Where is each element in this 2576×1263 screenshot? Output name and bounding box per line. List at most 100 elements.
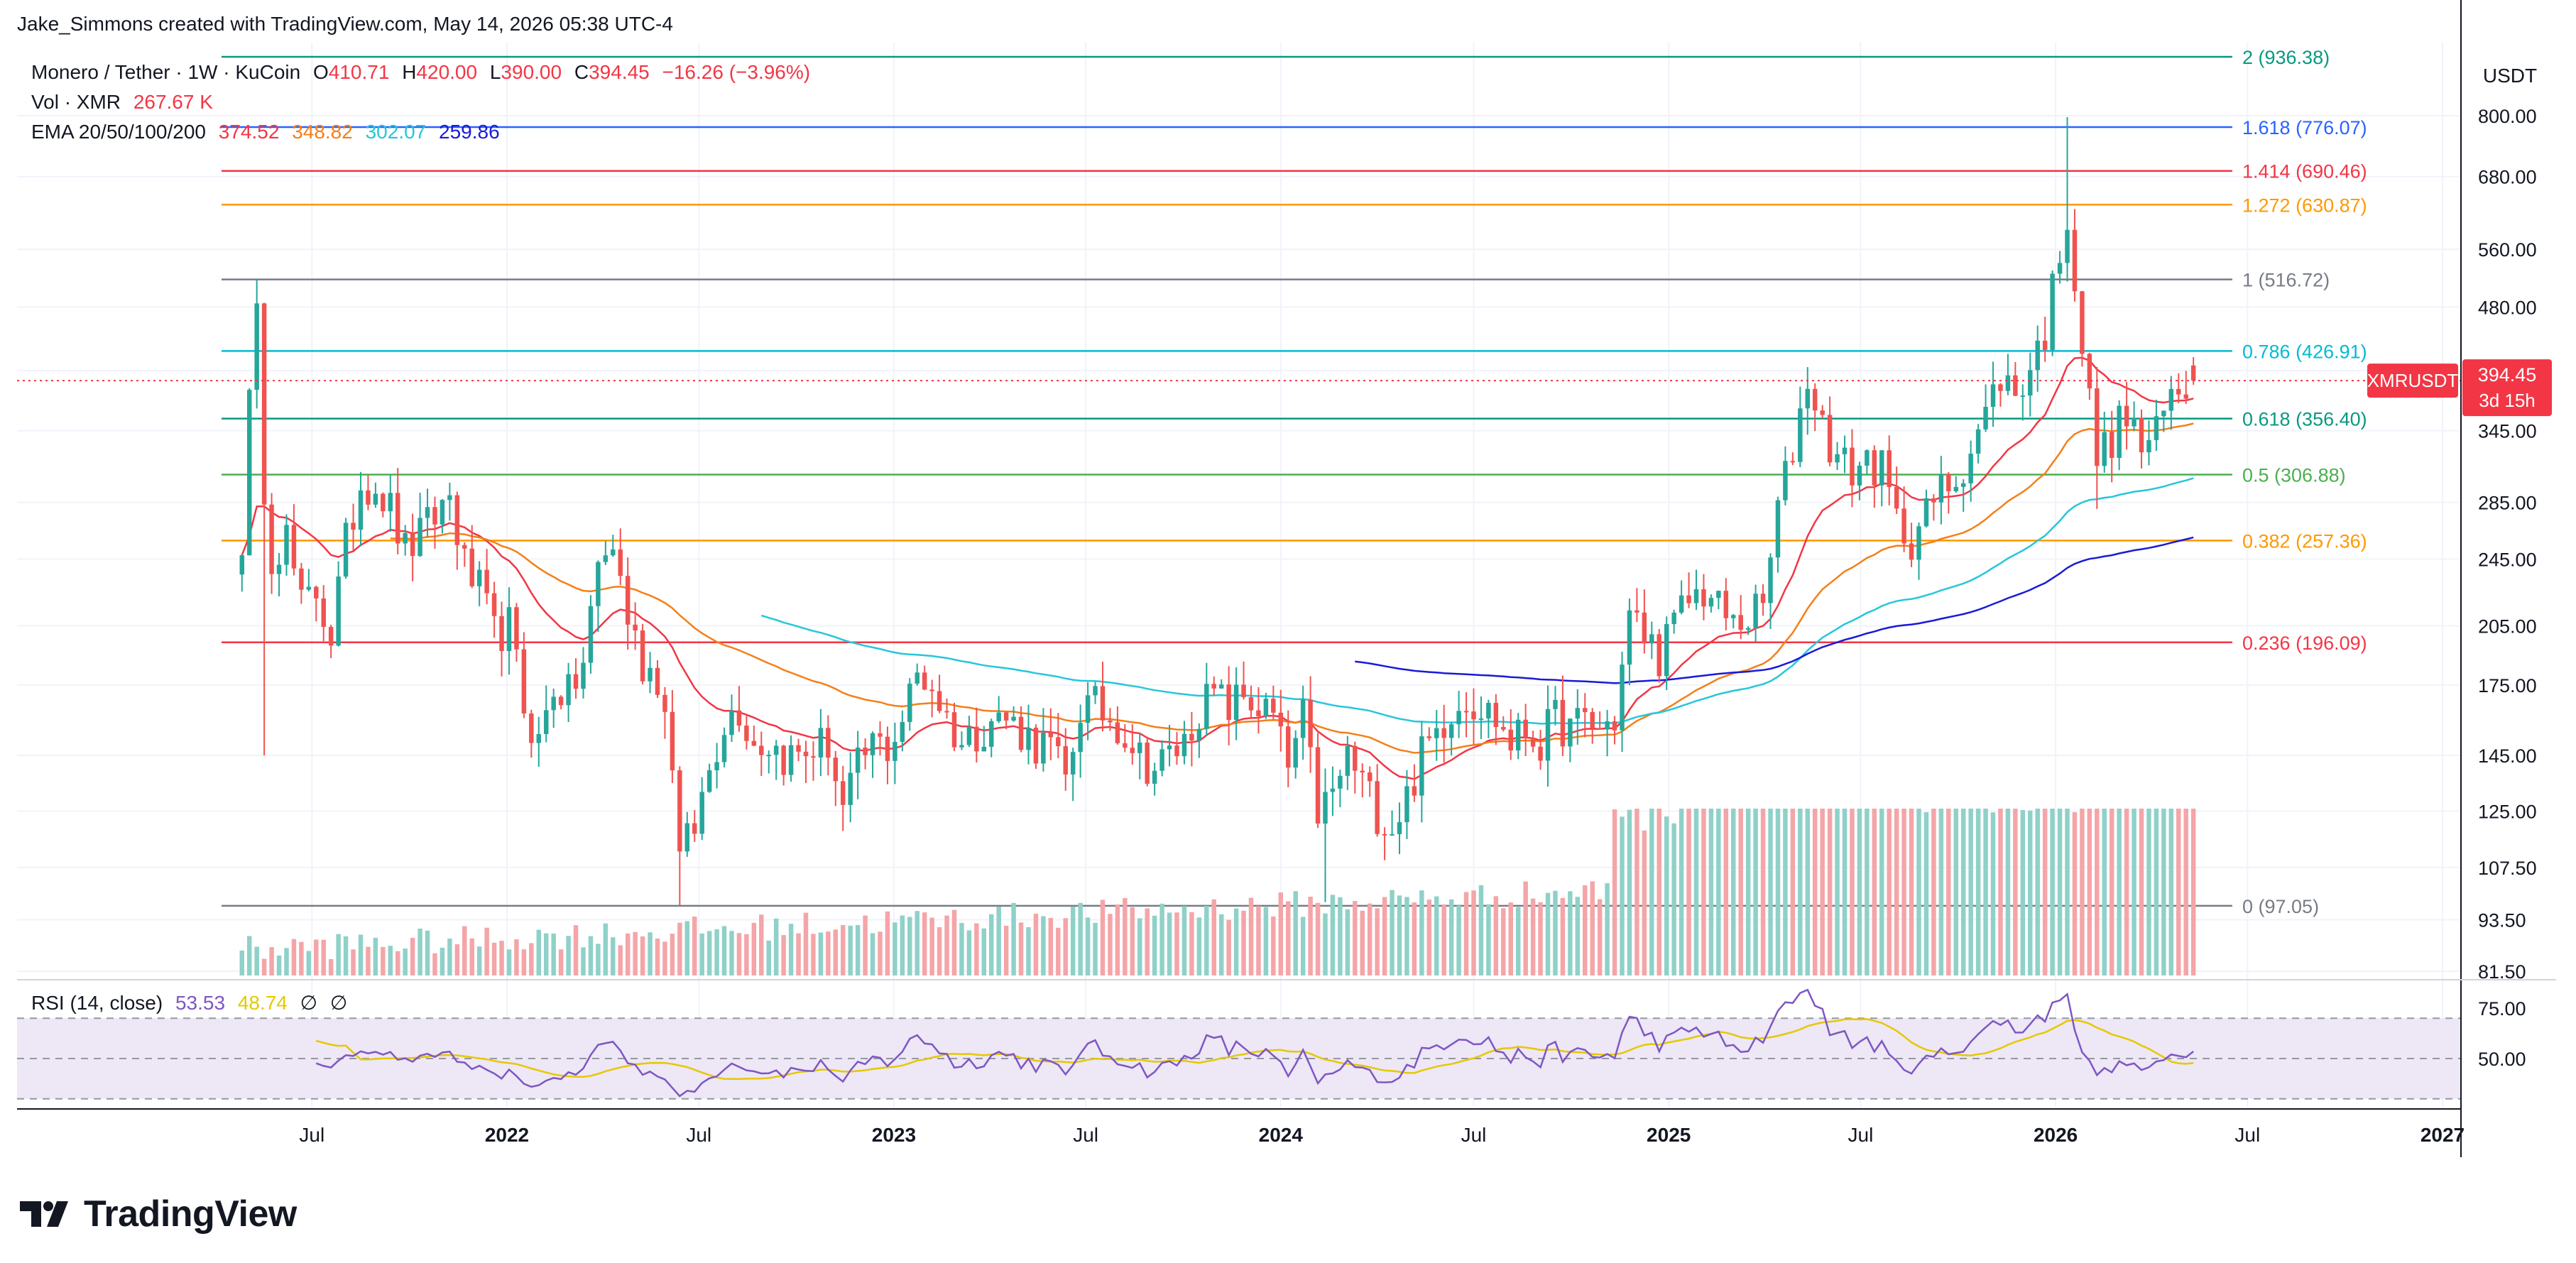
candle-body-227 (1923, 498, 1929, 527)
volume-bar-39 (529, 943, 534, 975)
candle-body-91 (915, 672, 919, 684)
candle-body-85 (870, 733, 875, 755)
candle-body-243 (2042, 340, 2048, 350)
price-tick-3: 480.00 (2478, 297, 2537, 319)
candle-body-17 (366, 490, 371, 505)
volume-bar-5 (276, 955, 282, 975)
candle-body-122 (1145, 742, 1150, 784)
candle-body-141 (1286, 726, 1291, 768)
price-tick-5: 345.00 (2478, 421, 2537, 442)
fib-label-1: 1.618 (776.07) (2242, 117, 2367, 138)
candle-body-37 (514, 607, 519, 650)
candle-body-252 (2109, 432, 2114, 459)
volume-bar-53 (633, 931, 638, 975)
volume-bar-220 (1872, 809, 1877, 975)
volume-bar-20 (388, 946, 393, 975)
candle-body-189 (1642, 612, 1647, 644)
high-value: 420.00 (416, 61, 478, 83)
candle-body-56 (655, 667, 660, 695)
volume-bar-24 (417, 928, 422, 975)
volume-bar-190 (1649, 809, 1654, 975)
rsi-legend[interactable]: RSI (14, close) 53.53 48.74 ∅ ∅ (31, 991, 347, 1015)
rsi-empty-1: ∅ (300, 992, 318, 1014)
candle-body-102 (996, 712, 1001, 721)
candle-body-138 (1263, 699, 1269, 717)
candle-body-74 (788, 745, 794, 775)
volume-bar-191 (1657, 809, 1662, 975)
volume-bar-169 (1493, 896, 1499, 975)
volume-bar-80 (833, 929, 839, 975)
ema-legend[interactable]: EMA 20/50/100/200 374.52 348.82 302.07 2… (31, 121, 500, 143)
volume-legend[interactable]: Vol · XMR 267.67 K (31, 91, 213, 114)
candle-body-194 (1679, 595, 1684, 613)
volume-bar-127 (1181, 906, 1187, 975)
volume-bar-176 (1545, 892, 1551, 975)
ema200-line (1355, 536, 2194, 684)
volume-bar-258 (2154, 809, 2159, 975)
volume-bar-181 (1583, 885, 1588, 975)
candle-body-89 (900, 721, 905, 743)
time-tick-9: 2026 (2034, 1124, 2078, 1146)
volume-bar-255 (2132, 809, 2136, 975)
volume-bar-1 (246, 936, 252, 975)
candle-body-206 (1768, 557, 1773, 603)
candle-body-146 (1323, 792, 1328, 824)
volume-bar-161 (1434, 896, 1439, 975)
volume-bar-229 (1938, 809, 1944, 975)
volume-bar-139 (1271, 916, 1276, 975)
candle-body-68 (744, 725, 749, 741)
volume-bar-228 (1931, 809, 1936, 975)
volume-bar-231 (1953, 809, 1959, 975)
volume-bar-78 (818, 932, 824, 975)
fib-label-5: 0.786 (426.91) (2242, 341, 2367, 362)
candle-body-240 (2020, 395, 2026, 398)
volume-bar-95 (944, 915, 949, 975)
volume-bar-125 (1167, 912, 1172, 975)
volume-bar-62 (699, 933, 704, 975)
candle-body-87 (885, 736, 890, 761)
candle-body-176 (1545, 709, 1551, 761)
volume-bar-98 (966, 930, 972, 975)
volume-bar-100 (981, 928, 987, 975)
volume-bar-157 (1404, 897, 1409, 975)
candle-body-190 (1649, 634, 1654, 644)
volume-bar-218 (1857, 809, 1862, 975)
volume-bar-203 (1745, 809, 1751, 975)
candle-body-52 (625, 576, 631, 625)
high-label: H (402, 61, 417, 83)
volume-bar-57 (662, 941, 667, 975)
candle-body-168 (1486, 702, 1491, 718)
candle-body-39 (529, 713, 534, 743)
price-tick-11: 125.00 (2478, 801, 2537, 822)
candle-body-228 (1931, 498, 1936, 503)
candle-body-153 (1375, 781, 1380, 834)
volume-bar-13 (336, 934, 341, 975)
volume-bars (239, 809, 2196, 975)
volume-bar-121 (1137, 918, 1142, 975)
candle-body-73 (781, 745, 786, 775)
volume-bar-47 (588, 936, 594, 975)
price-tick-8: 205.00 (2478, 616, 2537, 637)
volume-value: 267.67 K (133, 91, 213, 113)
volume-bar-116 (1100, 900, 1106, 975)
volume-bar-174 (1530, 898, 1536, 975)
volume-bar-60 (684, 921, 690, 975)
candle-body-175 (1538, 746, 1543, 761)
candle-body-124 (1159, 749, 1164, 771)
volume-bar-11 (321, 939, 326, 975)
candle-body-260 (2168, 388, 2174, 411)
ohlc-legend[interactable]: Monero / Tether · 1W · KuCoin O410.71 H4… (31, 61, 810, 84)
volume-bar-101 (989, 914, 994, 975)
volume-bar-27 (440, 947, 445, 975)
candle-body-159 (1419, 736, 1424, 796)
volume-bar-256 (2139, 809, 2144, 975)
tradingview-brand[interactable]: TradingView (20, 1193, 297, 1235)
volume-bar-124 (1159, 903, 1164, 975)
candle-body-24 (417, 518, 422, 557)
open-value: 410.71 (328, 61, 390, 83)
volume-bar-105 (1018, 922, 1024, 975)
volume-bar-158 (1412, 902, 1417, 975)
volume-bar-150 (1353, 901, 1358, 975)
volume-bar-241 (2028, 810, 2033, 975)
